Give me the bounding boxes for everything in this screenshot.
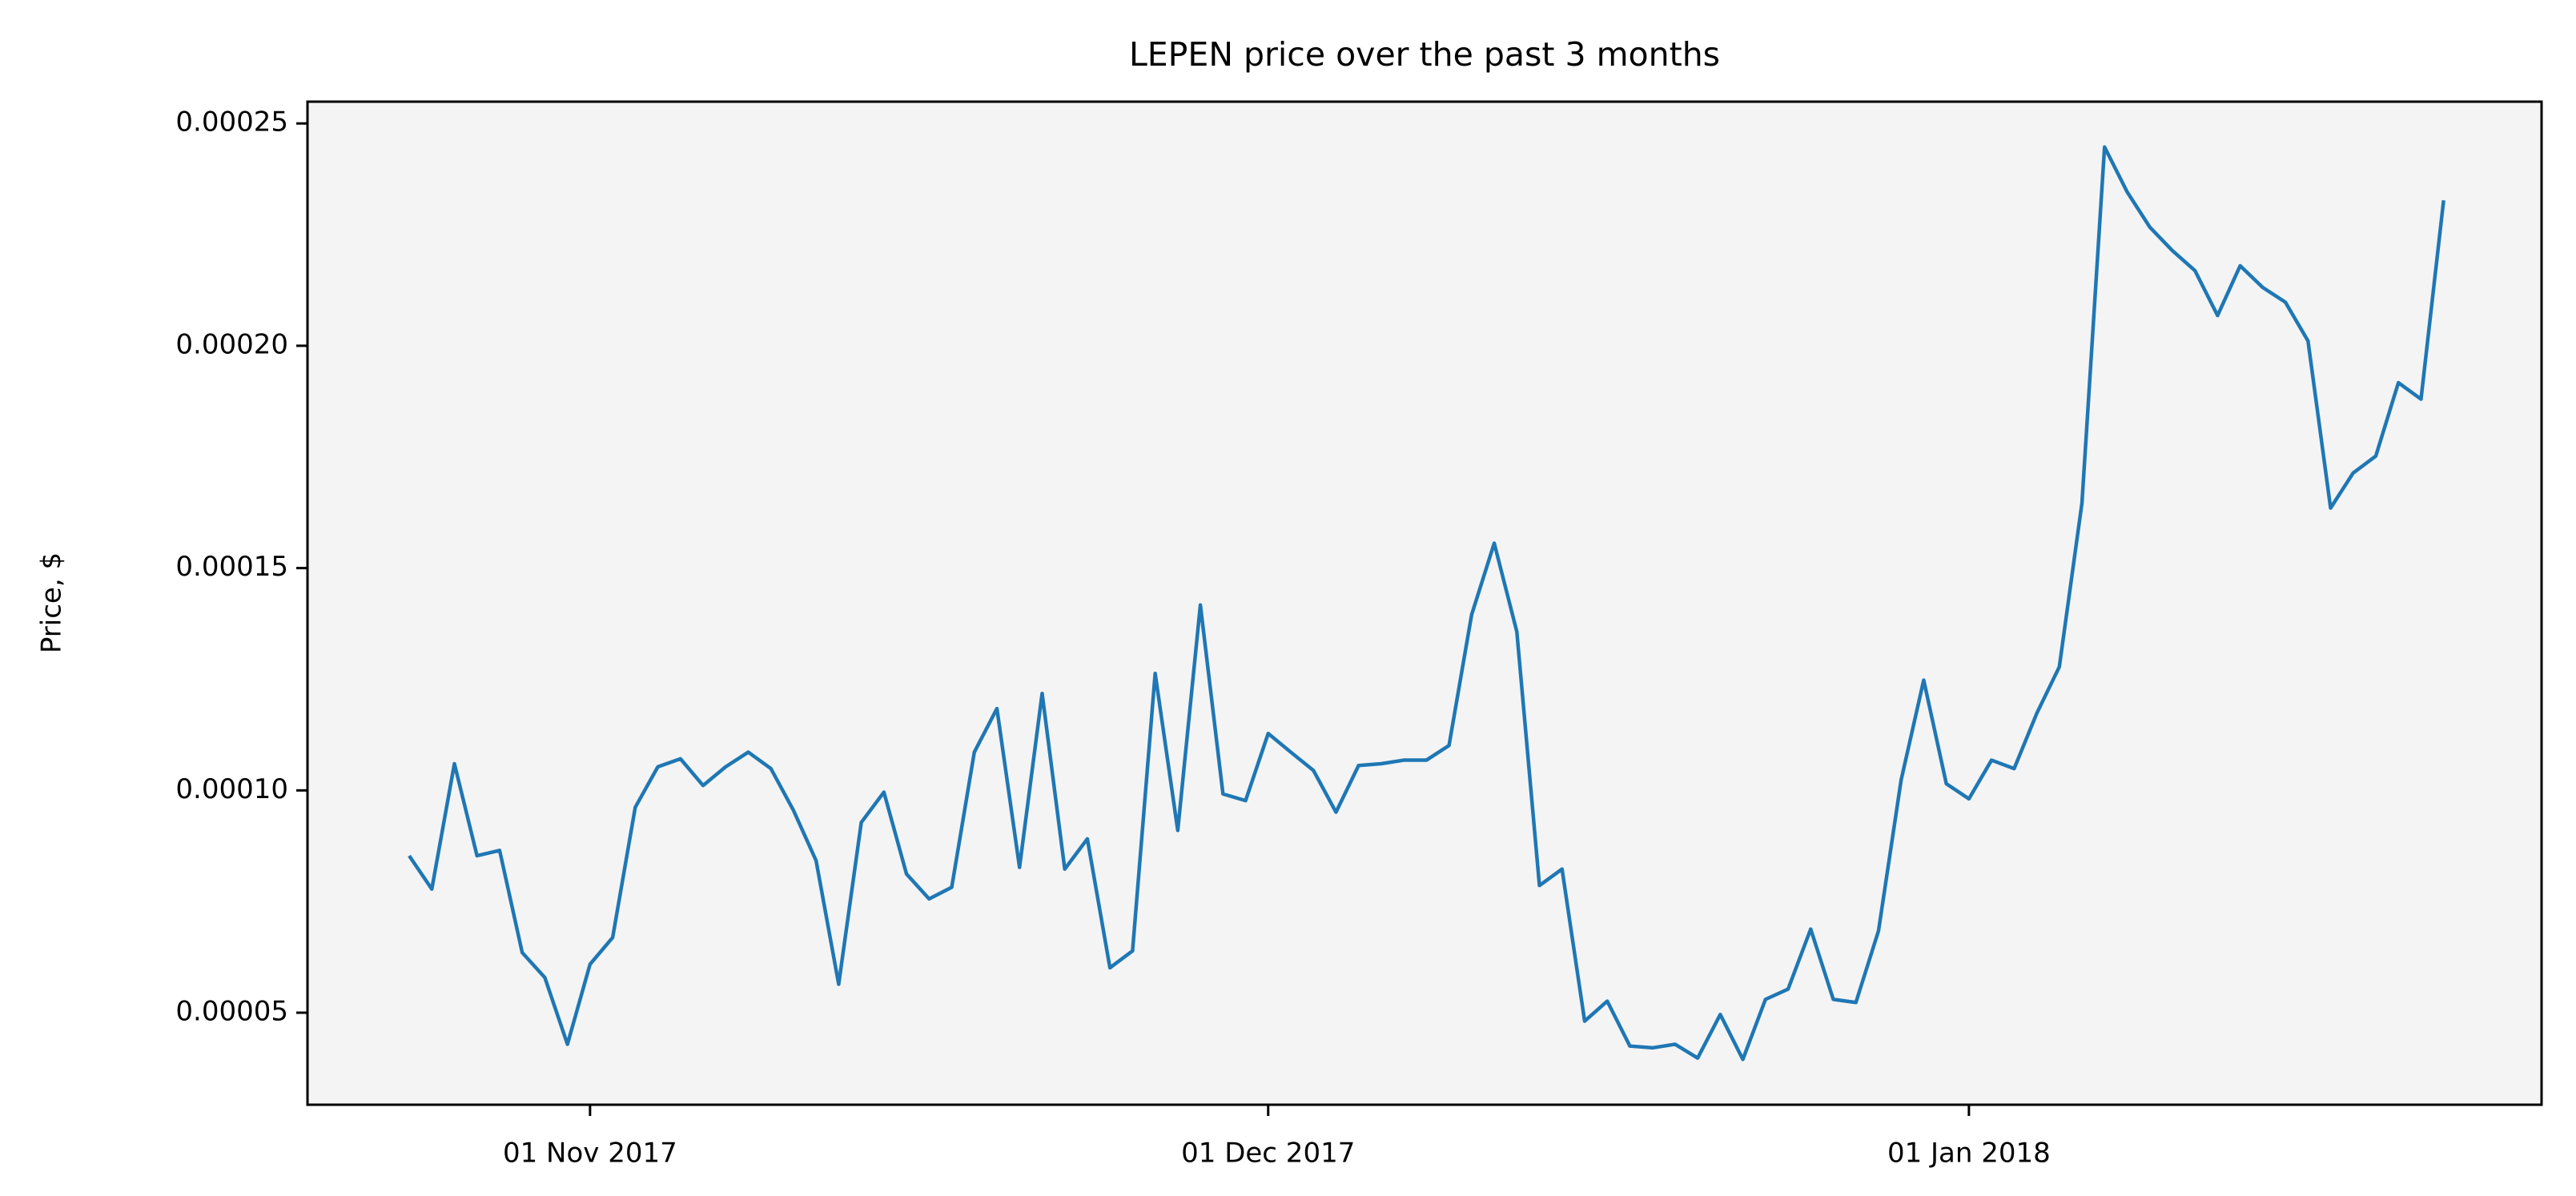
y-tick-label: 0.00020 <box>175 328 288 360</box>
chart-title: LEPEN price over the past 3 months <box>1129 35 1720 74</box>
y-tick-label: 0.00005 <box>175 996 288 1028</box>
y-tick-label: 0.00015 <box>175 551 288 583</box>
y-tick-label: 0.00025 <box>175 106 288 138</box>
x-tick-label: 01 Nov 2017 <box>503 1138 677 1170</box>
x-tick-label: 01 Jan 2018 <box>1887 1138 2051 1170</box>
plot-area <box>307 102 2542 1105</box>
x-tick-label: 01 Dec 2017 <box>1181 1138 1355 1170</box>
price-line <box>408 145 2445 1062</box>
y-axis-label: Price, $ <box>36 552 68 653</box>
y-tick-label: 0.00010 <box>175 773 288 805</box>
plot-frame <box>306 100 2543 1106</box>
